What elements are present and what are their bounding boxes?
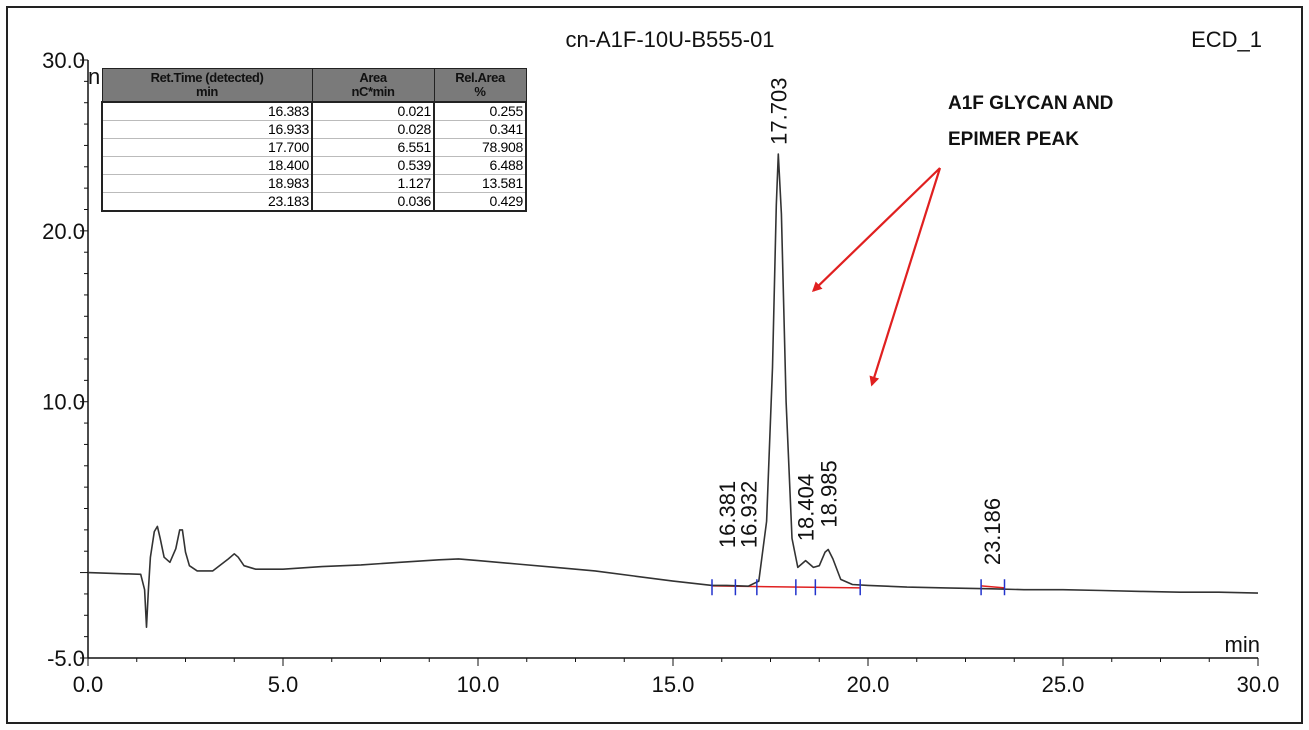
table-cell-area: 6.551 — [312, 138, 435, 157]
y-tick-label: -5.0 — [47, 646, 85, 671]
peak-label: 17.703 — [766, 78, 791, 145]
chromatogram-trace — [87, 153, 1259, 629]
y-axis-unit-label: n — [88, 64, 100, 89]
table-row: 18.983 1.127 13.581 — [101, 174, 527, 193]
annotation-line-1: A1F GLYCAN AND — [948, 93, 1114, 114]
table-header-rettime: Ret.Time (detected) min — [101, 68, 313, 103]
x-tick-label: 20.0 — [847, 672, 890, 697]
x-tick-label: 10.0 — [457, 672, 500, 697]
annotation-line-2: EPIMER PEAK — [948, 129, 1079, 150]
chart-frame — [6, 6, 1303, 724]
table-cell-area: 1.127 — [312, 174, 435, 193]
peak-table: Ret.Time (detected) min Area nC*min Rel.Ar… — [101, 68, 527, 212]
peak-label: 18.404 — [794, 474, 819, 541]
table-cell-area: 0.036 — [312, 192, 435, 212]
table-cell-relarea: 78.908 — [434, 138, 527, 157]
table-cell-area: 0.028 — [312, 120, 435, 139]
annotation-arrow — [869, 167, 942, 387]
peak-label: 16.932 — [736, 481, 761, 548]
table-header-relarea: Rel.Area% — [433, 68, 527, 103]
table-row: 17.700 6.551 78.908 — [101, 138, 527, 157]
y-tick-label: 30.0 — [42, 48, 85, 73]
table-cell-rettime: 16.933 — [101, 120, 313, 139]
peak-label: 18.985 — [816, 460, 841, 527]
table-row: 18.400 0.539 6.488 — [101, 156, 527, 175]
table-cell-rettime: 17.700 — [101, 138, 313, 157]
annotation-text: A1F GLYCAN AND EPIMER PEAK — [948, 86, 1113, 158]
table-cell-rettime: 23.183 — [101, 192, 313, 212]
integration-baseline — [981, 585, 1005, 589]
table-cell-relarea: 0.255 — [434, 101, 527, 121]
table-cell-area: 0.539 — [312, 156, 435, 175]
x-tick-label: 25.0 — [1042, 672, 1085, 697]
table-row: 16.383 0.021 0.255 — [101, 101, 527, 121]
x-tick-label: 5.0 — [268, 672, 299, 697]
table-cell-rettime: 18.400 — [101, 156, 313, 175]
table-cell-relarea: 0.341 — [434, 120, 527, 139]
table-cell-area: 0.021 — [312, 101, 435, 121]
table-row: 16.933 0.028 0.341 — [101, 120, 527, 139]
channel-label: ECD_1 — [1191, 27, 1262, 52]
annotation-arrow — [811, 167, 941, 293]
x-axis-label: min — [1225, 632, 1260, 657]
peak-label: 16.381 — [715, 481, 740, 548]
x-tick-label: 0.0 — [73, 672, 104, 697]
table-cell-relarea: 6.488 — [434, 156, 527, 175]
table-cell-rettime: 18.983 — [101, 174, 313, 193]
table-cell-rettime: 16.383 — [101, 101, 313, 121]
table-header-area: Area nC*min — [311, 68, 435, 103]
y-tick-label: 20.0 — [42, 219, 85, 244]
x-tick-label: 15.0 — [652, 672, 695, 697]
table-cell-relarea: 0.429 — [434, 192, 527, 212]
chart-title: cn-A1F-10U-B555-01 — [565, 27, 774, 52]
y-tick-label: 10.0 — [42, 390, 85, 415]
peak-label: 23.186 — [980, 498, 1005, 565]
table-cell-relarea: 13.581 — [434, 174, 527, 193]
x-tick-label: 30.0 — [1237, 672, 1280, 697]
table-row: 23.183 0.036 0.429 — [101, 192, 527, 212]
